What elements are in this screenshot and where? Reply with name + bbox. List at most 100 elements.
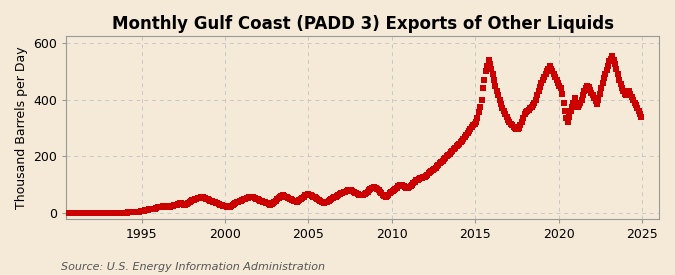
Point [462, 131, 473, 135]
Point [265, 202, 275, 207]
Point [514, 126, 524, 130]
Point [56, 211, 67, 215]
Point [368, 185, 379, 190]
Point [389, 188, 400, 192]
Point [510, 126, 520, 130]
Point [387, 189, 398, 193]
Point [335, 191, 346, 196]
Point [421, 174, 431, 178]
Point [120, 211, 131, 215]
Point [59, 211, 70, 215]
Point [230, 201, 241, 205]
Point [300, 193, 310, 198]
Point [204, 198, 215, 202]
Point [122, 211, 132, 215]
Point [318, 200, 329, 205]
Point [457, 139, 468, 143]
Point [286, 197, 296, 202]
Point [169, 203, 180, 208]
Point [489, 78, 500, 82]
Point [138, 209, 149, 213]
Point [460, 135, 470, 139]
Point [526, 104, 537, 109]
Point [591, 102, 602, 106]
Point [572, 104, 583, 109]
Point [435, 161, 446, 166]
Point [302, 192, 313, 196]
Point [208, 200, 219, 204]
Point [571, 100, 582, 105]
Point [508, 124, 519, 129]
Point [347, 189, 358, 193]
Point [540, 72, 551, 76]
Point [250, 196, 261, 200]
Point [248, 195, 259, 200]
Point [322, 200, 333, 204]
Point [155, 205, 166, 209]
Point [390, 186, 401, 191]
Point [596, 86, 607, 90]
Point [356, 193, 367, 198]
Point [507, 123, 518, 127]
Point [179, 202, 190, 207]
Point [262, 201, 273, 206]
Point [207, 199, 217, 203]
Point [290, 199, 300, 203]
Point [441, 154, 452, 159]
Point [610, 62, 620, 67]
Point [266, 202, 277, 206]
Point [195, 195, 206, 200]
Point [556, 86, 566, 90]
Point [490, 83, 501, 88]
Point [343, 188, 354, 192]
Point [493, 93, 504, 98]
Point [473, 110, 484, 115]
Point [166, 204, 177, 208]
Point [416, 176, 427, 180]
Point [381, 194, 392, 198]
Point [586, 90, 597, 95]
Point [551, 78, 562, 82]
Point [607, 54, 618, 58]
Point [532, 93, 543, 98]
Point [601, 68, 612, 72]
Point [60, 211, 71, 215]
Point [436, 160, 447, 164]
Point [603, 64, 614, 68]
Point [464, 129, 475, 133]
Point [94, 211, 105, 215]
Point [321, 200, 331, 205]
Point [522, 109, 533, 113]
Point [576, 98, 587, 102]
Point [558, 100, 569, 105]
Point [590, 99, 601, 103]
Point [515, 123, 526, 127]
Point [170, 203, 181, 207]
Point [401, 185, 412, 190]
Point [163, 204, 174, 208]
Point [77, 211, 88, 215]
Point [180, 203, 191, 207]
Point [393, 184, 404, 189]
Point [95, 211, 106, 215]
Point [423, 171, 434, 175]
Point [194, 196, 205, 200]
Point [624, 89, 634, 94]
Point [310, 196, 321, 200]
Point [226, 204, 237, 208]
Point [397, 183, 408, 188]
Point [105, 211, 115, 215]
Point [386, 189, 397, 194]
Point [437, 158, 448, 163]
Point [566, 104, 577, 109]
Point [82, 211, 93, 215]
Point [283, 196, 294, 200]
Point [351, 191, 362, 196]
Point [323, 199, 334, 203]
Point [495, 102, 506, 106]
Point [414, 177, 425, 181]
Point [597, 81, 608, 85]
Point [98, 211, 109, 215]
Point [334, 192, 345, 196]
Point [476, 98, 487, 102]
